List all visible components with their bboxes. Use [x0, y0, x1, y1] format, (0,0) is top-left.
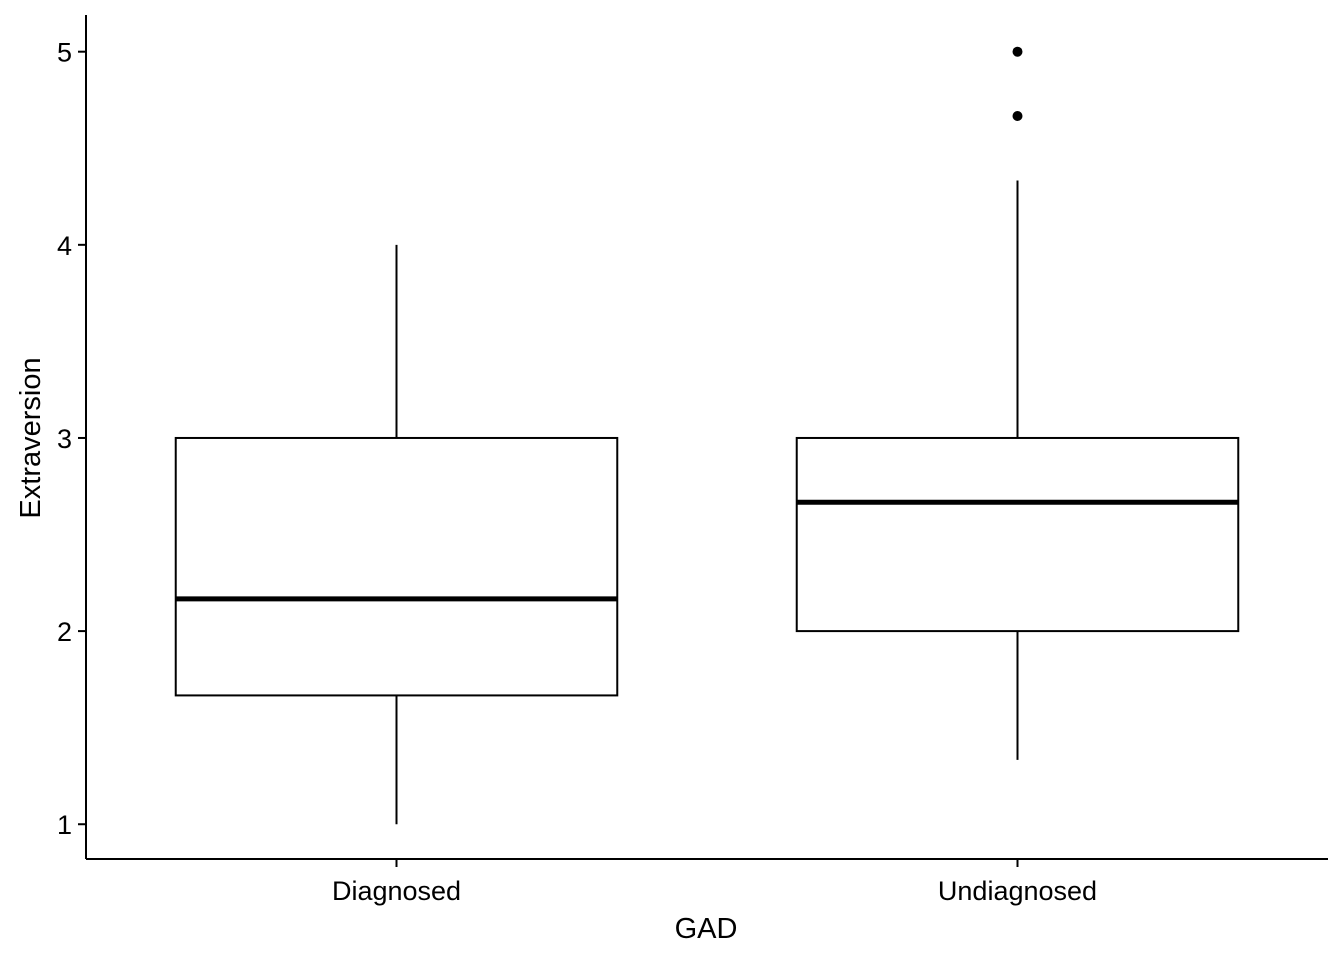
x-axis-title: GAD: [675, 913, 738, 945]
box-group: [174, 244, 619, 825]
y-axis-ticks: 1 2 3 4 5: [57, 38, 86, 840]
y-tick-label: 4: [57, 231, 72, 261]
box-iqr: [174, 436, 619, 697]
outlier-point: [1012, 111, 1023, 122]
y-tick-label: 5: [57, 38, 72, 68]
x-tick-label: Diagnosed: [332, 876, 461, 906]
y-tick-label: 2: [57, 617, 72, 647]
plot-area: [174, 46, 1240, 825]
y-axis-title: Extraversion: [15, 357, 47, 518]
box-iqr: [795, 436, 1240, 633]
y-tick-label: 3: [57, 424, 72, 454]
outlier-point: [1012, 46, 1023, 57]
x-tick-label: Undiagnosed: [938, 876, 1097, 906]
y-tick-label: 1: [57, 810, 72, 840]
x-axis-ticks: Diagnosed Undiagnosed: [332, 859, 1097, 906]
box-group: [795, 46, 1240, 760]
